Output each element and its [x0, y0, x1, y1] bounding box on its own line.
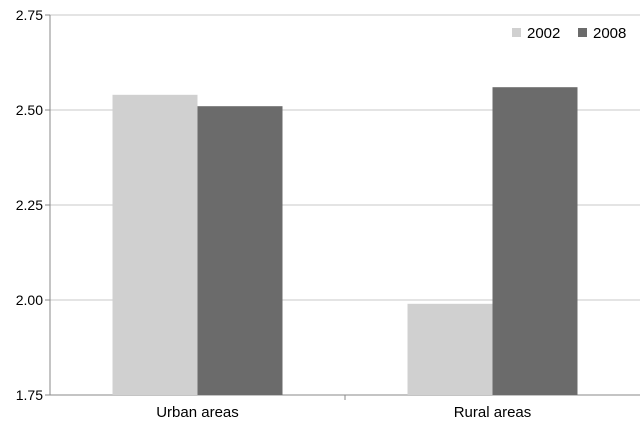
legend-swatch-2008 [578, 28, 587, 37]
bar-2008-urban-areas [197, 106, 283, 395]
bar-2008-rural-areas [492, 87, 578, 395]
bar-2002-urban-areas [112, 94, 198, 396]
legend-swatch-2002 [512, 28, 521, 37]
legend-label-2008: 2008 [593, 25, 626, 42]
y-tick-label: 2.00 [16, 292, 43, 308]
labels: 1.75 2.00 2.25 2.50 2.75 Urban areas Rural are… [16, 7, 532, 421]
legend-label-2002: 2002 [527, 25, 560, 42]
y-tick-label: 2.25 [16, 197, 43, 213]
x-category-label: Urban areas [156, 404, 239, 421]
y-tick-label: 1.75 [16, 387, 43, 403]
y-tick-label: 2.75 [16, 7, 43, 23]
legend: 2002 2008 [512, 25, 626, 42]
y-tick-label: 2.50 [16, 102, 43, 118]
x-category-label: Rural areas [454, 404, 532, 421]
bars [112, 87, 578, 396]
bar-2002-rural-areas [407, 303, 493, 395]
